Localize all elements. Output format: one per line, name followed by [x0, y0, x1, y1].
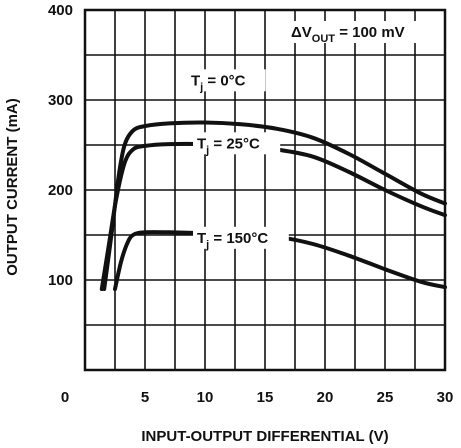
x-tick-label: 10 — [197, 389, 214, 406]
y-tick-label: 400 — [48, 2, 73, 19]
x-tick-label: 5 — [141, 389, 149, 406]
x-tick-label: 15 — [257, 389, 274, 406]
x-tick-label: 25 — [377, 389, 394, 406]
series-label: Tj = 25°C — [197, 135, 260, 156]
y-tick-label: 300 — [48, 92, 73, 109]
y-tick-label: 200 — [48, 182, 73, 199]
x-axis-title: INPUT-OUTPUT DIFFERENTIAL (V) — [141, 428, 388, 445]
series-label: Tj = 0°C — [191, 72, 246, 93]
label-backdrop — [193, 226, 289, 249]
grid-layer — [83, 8, 447, 372]
label-layer: Tj = 0°C Tj = 25°C Tj = 150°C ΔVOUT = 100 m… — [187, 21, 420, 251]
plot-frame — [83, 8, 447, 372]
y-tick-label: 100 — [48, 272, 73, 289]
label-backdrop — [193, 132, 281, 155]
x-tick-label: 30 — [437, 389, 454, 406]
x-tick-label: 0 — [61, 389, 69, 406]
label-backdrop — [287, 21, 420, 43]
series-line — [102, 120, 447, 291]
y-axis-title: OUTPUT CURRENT (mA) — [4, 98, 21, 276]
delta-vout-annotation: ΔVOUT = 100 mV — [291, 24, 405, 45]
label-backdrop — [187, 69, 266, 92]
tick-layer: 100 200 300 400 0 5 10 15 20 25 30 — [48, 2, 453, 406]
series-line — [99, 141, 447, 291]
x-tick-label: 20 — [317, 389, 334, 406]
series-label: Tj = 150°C — [197, 230, 268, 251]
